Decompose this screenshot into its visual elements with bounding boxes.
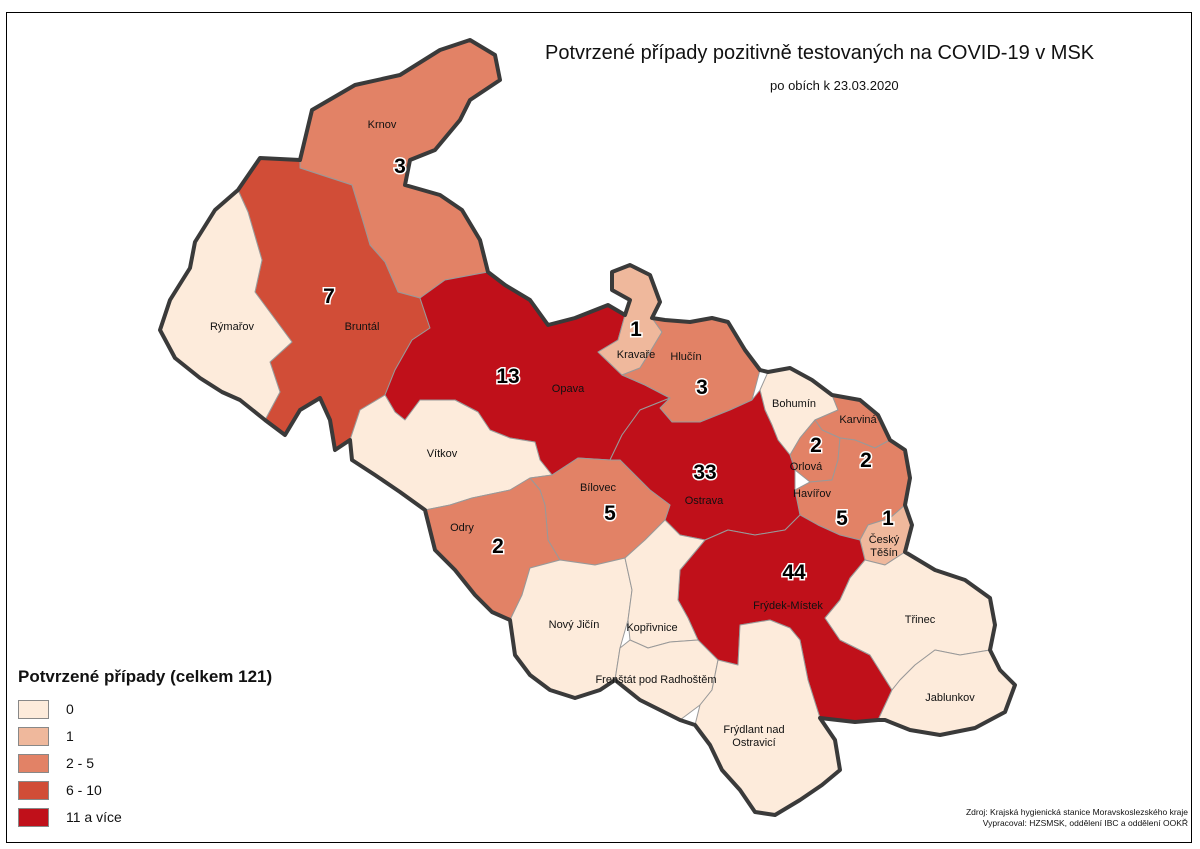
credits-author: Vypracoval: HZSMSK, oddělení IBC a odděl… xyxy=(982,818,1188,828)
legend-swatch xyxy=(18,700,49,719)
credits: Zdroj: Krajská hygienická stanice Moravs… xyxy=(966,807,1188,829)
legend-label: 1 xyxy=(66,728,74,744)
region-name-label: Havířov xyxy=(793,488,831,500)
region-name-label: Orlová xyxy=(790,461,823,473)
region-count-label: 44 xyxy=(782,561,806,584)
region-count-label: 3 xyxy=(696,376,708,399)
region-name-label: Kopřivnice xyxy=(626,622,677,634)
legend-label: 2 - 5 xyxy=(66,755,95,771)
legend-swatch xyxy=(18,754,49,773)
region-name-label: Jablunkov xyxy=(925,692,975,704)
region-count-label: 7 xyxy=(323,285,335,308)
region-name-label: Odry xyxy=(450,522,474,534)
map-subtitle: po obích k 23.03.2020 xyxy=(770,78,899,93)
region-outer-border xyxy=(158,38,1017,817)
legend-swatch xyxy=(18,808,49,827)
region-name-label: Frýdlant nad Ostravicí xyxy=(723,724,784,749)
region-name-label: Frenštát pod Radhoštěm xyxy=(595,674,716,686)
region-name-label: Bohumín xyxy=(772,398,816,410)
legend-title: Potvrzené případy (celkem 121) xyxy=(18,667,273,686)
region-name-label: Třinec xyxy=(905,614,936,626)
legend-label: 11 a více xyxy=(66,809,122,825)
region-name-label: Bruntál xyxy=(345,321,380,333)
region-name-label: Bílovec xyxy=(580,482,617,494)
region-name-label: Frýdek-Místek xyxy=(753,600,823,612)
region-name-label: Ostrava xyxy=(685,495,724,507)
region-name-label: Vítkov xyxy=(427,448,458,460)
region-name-label: Karviná xyxy=(839,414,877,426)
legend-swatch xyxy=(18,781,49,800)
region-name-label: Opava xyxy=(552,383,585,395)
map-frame xyxy=(6,12,1192,843)
region-count-label: 1 xyxy=(882,507,894,530)
region-count-label: 5 xyxy=(604,502,616,525)
region-count-label: 5 xyxy=(836,507,848,530)
region-name-label: Krnov xyxy=(368,119,397,131)
region-count-label: 13 xyxy=(496,365,519,388)
region-count-label: 2 xyxy=(810,434,822,457)
map-title: Potvrzené případy pozitivně testovaných … xyxy=(545,42,1095,64)
region-name-label: Hlučín xyxy=(670,351,701,363)
credits-source: Zdroj: Krajská hygienická stanice Moravs… xyxy=(965,807,1188,817)
region-name-label: Nový Jičín xyxy=(549,619,600,631)
region-name-label: Český Těšín xyxy=(869,533,900,559)
region-name-label: Kravaře xyxy=(617,349,656,361)
legend-label: 0 xyxy=(66,701,74,717)
region-count-label: 2 xyxy=(860,449,872,472)
region-name-label: Rýmařov xyxy=(210,321,255,333)
region-count-label: 1 xyxy=(630,318,642,341)
region-count-label: 3 xyxy=(394,155,406,178)
legend-swatch xyxy=(18,727,49,746)
legend-label: 6 - 10 xyxy=(66,782,102,798)
region-count-label: 33 xyxy=(693,461,716,484)
region-koprivnice[interactable] xyxy=(624,519,706,649)
region-count-label: 2 xyxy=(492,535,504,558)
